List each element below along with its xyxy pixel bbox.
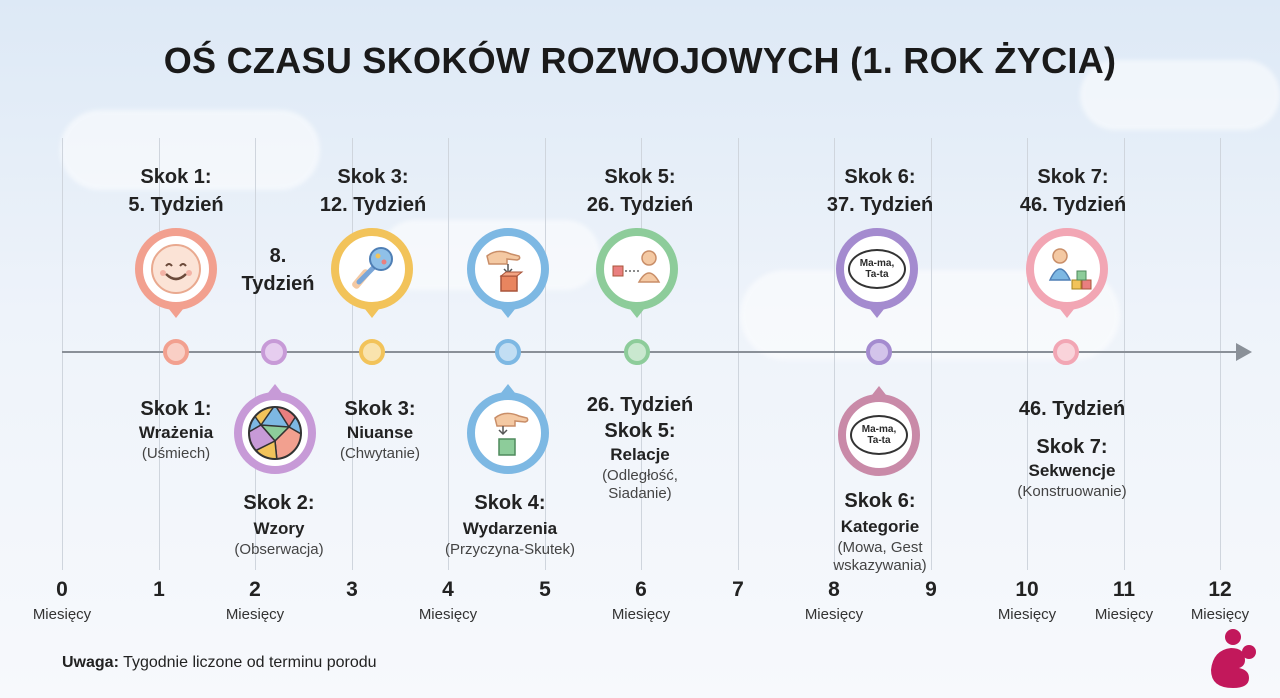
month-number: 5 (539, 578, 551, 601)
month-unit-label: Miesięcy (418, 606, 478, 623)
leap6-dot (866, 339, 892, 365)
month-gridline (255, 138, 256, 570)
hand-dropping-block-icon (486, 250, 524, 292)
baby-blocks-icon (1048, 248, 1092, 290)
leap2-dot (261, 339, 287, 365)
leap4-pin (467, 228, 549, 318)
month-number: 4 (442, 578, 454, 601)
month-number: 11 (1112, 578, 1136, 601)
footnote: Uwaga: Tygodnie liczone od terminu porod… (62, 654, 377, 671)
leap7-pin (1026, 228, 1108, 318)
month-gridline (1220, 138, 1221, 570)
month-unit-label: Miesięcy (32, 606, 92, 623)
leap6-below-label: Skok 6: Kategorie (Mowa, Gest wskazywani… (833, 490, 927, 575)
month-unit-label: Miesięcy (225, 606, 285, 623)
cloud-decoration (1080, 60, 1280, 130)
leap5-above-label: Skok 5: 26. Tydzień (586, 166, 694, 216)
month-tick-10: 10 Miesięcy (987, 578, 1067, 623)
month-unit-label: Miesięcy (1094, 606, 1154, 623)
leap6-pin: Ma-ma, Ta-ta (836, 228, 918, 318)
smiley-face-icon (151, 244, 201, 294)
month-number: 0 (56, 578, 68, 601)
leap4-pin-below (467, 384, 549, 474)
month-unit-label: Miesięcy (997, 606, 1057, 623)
month-number: 2 (249, 578, 261, 601)
leap1-dot (163, 339, 189, 365)
leap5-pin (596, 228, 678, 318)
timeline-axis (62, 351, 1242, 353)
month-gridline (159, 138, 160, 570)
month-number: 7 (732, 578, 744, 601)
timeline-arrow-icon (1236, 343, 1252, 361)
leap4-dot (495, 339, 521, 365)
leap3-above-label: Skok 3: 12. Tydzień (319, 166, 427, 216)
month-gridline (448, 138, 449, 570)
speech-bubble-icon: Ma-ma, Ta-ta (848, 249, 906, 289)
month-tick-5: 5 (505, 578, 585, 602)
month-tick-6: 6 Miesięcy (601, 578, 681, 623)
month-number: 3 (346, 578, 358, 601)
leap2-pin (234, 384, 316, 474)
leap7-dot (1053, 339, 1079, 365)
month-unit-label: Miesięcy (804, 606, 864, 623)
month-tick-9: 9 (891, 578, 971, 602)
cloud-decoration (60, 110, 320, 190)
leap7-above-label: Skok 7: 46. Tydzień (1019, 166, 1127, 216)
leap1-below-label: Skok 1: Wrażenia (Uśmiech) (138, 398, 214, 463)
month-gridline (1027, 138, 1028, 570)
leap6-pin-below: Ma-ma, Ta-ta (838, 386, 920, 476)
rattle-icon (352, 247, 393, 289)
page-title: OŚ CZASU SKOKÓW ROZWOJOWYCH (1. ROK ŻYCI… (163, 40, 1117, 81)
month-tick-12: 12 Miesięcy (1180, 578, 1260, 623)
month-tick-11: 11 Miesięcy (1084, 578, 1164, 623)
month-gridline (545, 138, 546, 570)
month-tick-4: 4 Miesięcy (408, 578, 488, 623)
month-gridline (738, 138, 739, 570)
pattern-mosaic-icon (248, 406, 302, 460)
month-tick-7: 7 (698, 578, 778, 602)
leap4-below-label: Skok 4: Wydarzenia (Przyczyna-Skutek) (444, 492, 576, 559)
leap2-above-label: 8. Tydzień (241, 245, 315, 295)
month-number: 8 (828, 578, 840, 601)
month-gridline (62, 138, 63, 570)
leap1-above-label: Skok 1: 5. Tydzień (128, 166, 224, 216)
month-tick-1: 1 (119, 578, 199, 602)
leap3-pin (331, 228, 413, 318)
leap5-below-label: 26. Tydzień Skok 5: Relacje (Odległość, … (586, 394, 694, 503)
month-gridline (352, 138, 353, 570)
hand-block-icon (494, 412, 529, 456)
baby-distance-icon (612, 250, 661, 283)
leap5-dot (624, 339, 650, 365)
month-tick-3: 3 (312, 578, 392, 602)
month-number: 12 (1208, 578, 1232, 601)
leap7-below-label: 46. Tydzień Skok 7: Sekwencje (Konstruow… (1017, 398, 1127, 501)
month-number: 1 (153, 578, 165, 601)
month-number: 6 (635, 578, 647, 601)
month-gridline (834, 138, 835, 570)
month-number: 9 (925, 578, 937, 601)
leap3-below-label: Skok 3: Niuanse (Chwytanie) (339, 398, 421, 463)
month-gridline (1124, 138, 1125, 570)
month-unit-label: Miesięcy (1190, 606, 1250, 623)
month-tick-8: 8 Miesięcy (794, 578, 874, 623)
month-tick-2: 2 Miesięcy (215, 578, 295, 623)
month-number: 10 (1015, 578, 1039, 601)
brand-logo-icon (1211, 629, 1256, 688)
leap2-below-label: Skok 2: Wzory (Obserwacja) (234, 492, 324, 559)
speech-bubble-icon: Ma-ma, Ta-ta (850, 415, 908, 455)
leap3-dot (359, 339, 385, 365)
leap6-above-label: Skok 6: 37. Tydzień (826, 166, 934, 216)
month-unit-label: Miesięcy (611, 606, 671, 623)
month-tick-0: 0 Miesięcy (22, 578, 102, 623)
month-gridline (931, 138, 932, 570)
leap1-pin (135, 228, 217, 318)
